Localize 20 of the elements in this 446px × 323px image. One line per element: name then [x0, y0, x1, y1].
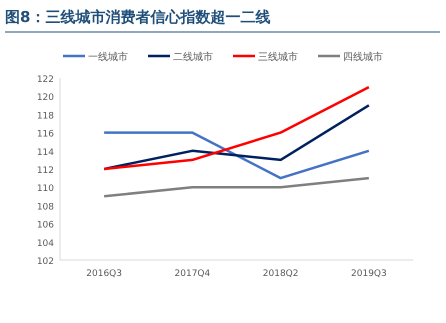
x-tick-label: 2016Q3 — [86, 269, 122, 279]
x-tick-label: 2018Q2 — [262, 269, 298, 279]
y-tick-label: 118 — [36, 111, 54, 122]
y-tick-label: 112 — [36, 166, 54, 176]
legend-label: 一线城市 — [88, 51, 128, 63]
title: 图8：三线城市消费者信心指数超一二线 — [5, 8, 270, 26]
legend-label: 三线城市 — [258, 51, 298, 63]
legend-label: 二线城市 — [173, 51, 213, 63]
y-tick-label: 114 — [36, 148, 54, 158]
x-tick-label: 2019Q3 — [351, 269, 387, 279]
y-tick-label: 102 — [36, 257, 54, 267]
y-tick-label: 108 — [36, 202, 54, 212]
y-tick-label: 120 — [36, 93, 54, 104]
y-tick-label: 104 — [36, 238, 54, 249]
y-tick-label: 110 — [36, 184, 54, 194]
y-tick-label: 122 — [36, 75, 54, 85]
legend-label: 四线城市 — [343, 51, 383, 63]
x-tick-label: 2017Q4 — [174, 269, 211, 279]
y-tick-label: 116 — [36, 130, 54, 140]
y-tick-label: 106 — [36, 220, 54, 231]
